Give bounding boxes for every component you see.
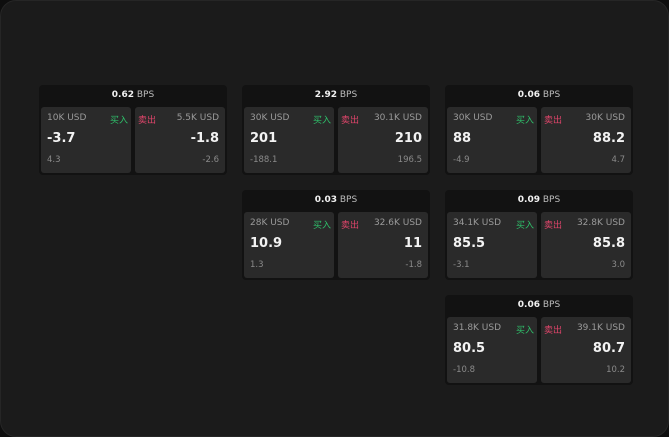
sell-button[interactable]: 卖出 39.1K USD 80.7 10.2 <box>541 317 631 383</box>
buy-amount: 10K USD <box>47 113 87 123</box>
spread-unit: BPS <box>339 195 358 205</box>
sell-change: 3.0 <box>611 260 625 270</box>
buy-amount: 30K USD <box>453 113 493 123</box>
buy-amount: 34.1K USD <box>453 218 502 228</box>
sell-price: 80.7 <box>592 341 625 356</box>
sell-change: -1.8 <box>405 260 422 270</box>
sell-label: 卖出 <box>138 116 157 126</box>
spread-value: 0.62 <box>111 90 134 100</box>
buy-price: 10.9 <box>250 236 283 251</box>
sell-price: 88.2 <box>592 131 625 146</box>
buy-amount: 31.8K USD <box>453 323 502 333</box>
spread-value: 2.92 <box>314 90 337 100</box>
quote-card: 0.06 BPS 31.8K USD 买入 80.5 -10.8 卖出 39.1… <box>445 295 633 385</box>
spread-header: 0.06 BPS <box>445 295 633 316</box>
buy-button[interactable]: 10K USD 买入 -3.7 4.3 <box>41 107 131 173</box>
spread-unit: BPS <box>542 300 561 310</box>
buy-change: -188.1 <box>250 155 278 165</box>
buy-price: 85.5 <box>453 236 486 251</box>
spread-unit: BPS <box>339 90 358 100</box>
spread-header: 2.92 BPS <box>242 85 430 106</box>
buy-change: 4.3 <box>47 155 61 165</box>
spread-header: 0.06 BPS <box>445 85 633 106</box>
buy-price: -3.7 <box>47 131 76 146</box>
spread-header: 0.03 BPS <box>242 190 430 211</box>
quote-card: 0.62 BPS 10K USD 买入 -3.7 4.3 卖出 5.5K USD… <box>39 85 227 175</box>
sell-change: 196.5 <box>397 155 422 165</box>
buy-label: 买入 <box>312 221 331 231</box>
buy-button[interactable]: 34.1K USD 买入 85.5 -3.1 <box>447 212 537 278</box>
sell-label: 卖出 <box>341 221 360 231</box>
buy-button[interactable]: 30K USD 买入 88 -4.9 <box>447 107 537 173</box>
sell-amount: 39.1K USD <box>576 323 625 333</box>
quote-card: 0.03 BPS 28K USD 买入 10.9 1.3 卖出 32.6K US… <box>242 190 430 280</box>
buy-change: -3.1 <box>453 260 470 270</box>
buy-amount: 30K USD <box>250 113 290 123</box>
spread-value: 0.06 <box>517 300 540 310</box>
sell-label: 卖出 <box>544 326 563 336</box>
buy-change: -4.9 <box>453 155 470 165</box>
buy-button[interactable]: 31.8K USD 买入 80.5 -10.8 <box>447 317 537 383</box>
buy-label: 买入 <box>515 116 534 126</box>
quote-card: 0.06 BPS 30K USD 买入 88 -4.9 卖出 30K USD 8… <box>445 85 633 175</box>
buy-amount: 28K USD <box>250 218 290 228</box>
spread-unit: BPS <box>136 90 155 100</box>
sell-amount: 30K USD <box>585 113 625 123</box>
buy-label: 买入 <box>515 221 534 231</box>
spread-unit: BPS <box>542 90 561 100</box>
sell-price: 210 <box>394 131 422 146</box>
buy-button[interactable]: 28K USD 买入 10.9 1.3 <box>244 212 334 278</box>
sell-price: 11 <box>403 236 422 251</box>
buy-price: 88 <box>453 131 472 146</box>
sell-amount: 32.6K USD <box>373 218 422 228</box>
quote-card: 2.92 BPS 30K USD 买入 201 -188.1 卖出 30.1K … <box>242 85 430 175</box>
buy-change: 1.3 <box>250 260 264 270</box>
sell-button[interactable]: 卖出 32.8K USD 85.8 3.0 <box>541 212 631 278</box>
buy-button[interactable]: 30K USD 买入 201 -188.1 <box>244 107 334 173</box>
buy-label: 买入 <box>312 116 331 126</box>
sell-change: 4.7 <box>611 155 625 165</box>
sell-button[interactable]: 卖出 30K USD 88.2 4.7 <box>541 107 631 173</box>
sell-change: 10.2 <box>606 365 625 375</box>
sell-amount: 5.5K USD <box>176 113 219 123</box>
sell-button[interactable]: 卖出 5.5K USD -1.8 -2.6 <box>135 107 225 173</box>
spread-unit: BPS <box>542 195 561 205</box>
buy-change: -10.8 <box>453 365 475 375</box>
sell-button[interactable]: 卖出 30.1K USD 210 196.5 <box>338 107 428 173</box>
spread-value: 0.06 <box>517 90 540 100</box>
sell-label: 卖出 <box>544 221 563 231</box>
sell-label: 卖出 <box>544 116 563 126</box>
sell-amount: 32.8K USD <box>576 218 625 228</box>
spread-value: 0.03 <box>314 195 337 205</box>
spread-header: 0.09 BPS <box>445 190 633 211</box>
spread-value: 0.09 <box>517 195 540 205</box>
buy-price: 201 <box>250 131 278 146</box>
buy-price: 80.5 <box>453 341 486 356</box>
sell-change: -2.6 <box>202 155 219 165</box>
sell-amount: 30.1K USD <box>373 113 422 123</box>
sell-price: -1.8 <box>190 131 219 146</box>
sell-label: 卖出 <box>341 116 360 126</box>
sell-price: 85.8 <box>592 236 625 251</box>
buy-label: 买入 <box>109 116 128 126</box>
spread-header: 0.62 BPS <box>39 85 227 106</box>
quote-card: 0.09 BPS 34.1K USD 买入 85.5 -3.1 卖出 32.8K… <box>445 190 633 280</box>
buy-label: 买入 <box>515 326 534 336</box>
sell-button[interactable]: 卖出 32.6K USD 11 -1.8 <box>338 212 428 278</box>
